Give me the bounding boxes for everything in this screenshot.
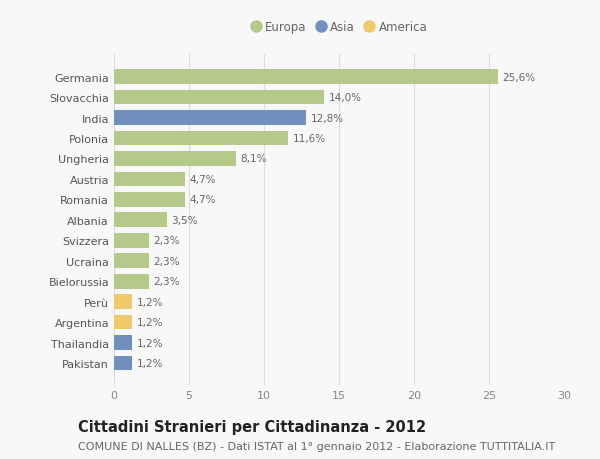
Text: COMUNE DI NALLES (BZ) - Dati ISTAT al 1° gennaio 2012 - Elaborazione TUTTITALIA.: COMUNE DI NALLES (BZ) - Dati ISTAT al 1°… (78, 441, 555, 451)
Text: 4,7%: 4,7% (189, 174, 215, 185)
Bar (114, 356, 132, 370)
Text: 11,6%: 11,6% (293, 134, 326, 144)
Text: 3,5%: 3,5% (171, 215, 197, 225)
Bar (114, 90, 324, 105)
Bar (114, 172, 185, 187)
Bar (114, 254, 149, 269)
Text: 1,2%: 1,2% (137, 338, 163, 348)
Text: Cittadini Stranieri per Cittadinanza - 2012: Cittadini Stranieri per Cittadinanza - 2… (78, 419, 426, 434)
Text: 12,8%: 12,8% (311, 113, 344, 123)
Text: 8,1%: 8,1% (240, 154, 266, 164)
Bar (114, 274, 149, 289)
Text: 2,3%: 2,3% (153, 236, 179, 246)
Legend: Europa, Asia, America: Europa, Asia, America (251, 21, 427, 34)
Bar (114, 152, 235, 167)
Bar (114, 70, 498, 85)
Bar (114, 213, 167, 228)
Bar (114, 131, 288, 146)
Bar (114, 315, 132, 330)
Text: 1,2%: 1,2% (137, 317, 163, 327)
Text: 1,2%: 1,2% (137, 297, 163, 307)
Bar (114, 233, 149, 248)
Text: 4,7%: 4,7% (189, 195, 215, 205)
Bar (114, 193, 185, 207)
Bar (114, 111, 306, 126)
Text: 25,6%: 25,6% (503, 73, 536, 83)
Bar (114, 336, 132, 350)
Text: 2,3%: 2,3% (153, 256, 179, 266)
Text: 2,3%: 2,3% (153, 277, 179, 286)
Text: 1,2%: 1,2% (137, 358, 163, 368)
Text: 14,0%: 14,0% (329, 93, 361, 103)
Bar (114, 295, 132, 309)
